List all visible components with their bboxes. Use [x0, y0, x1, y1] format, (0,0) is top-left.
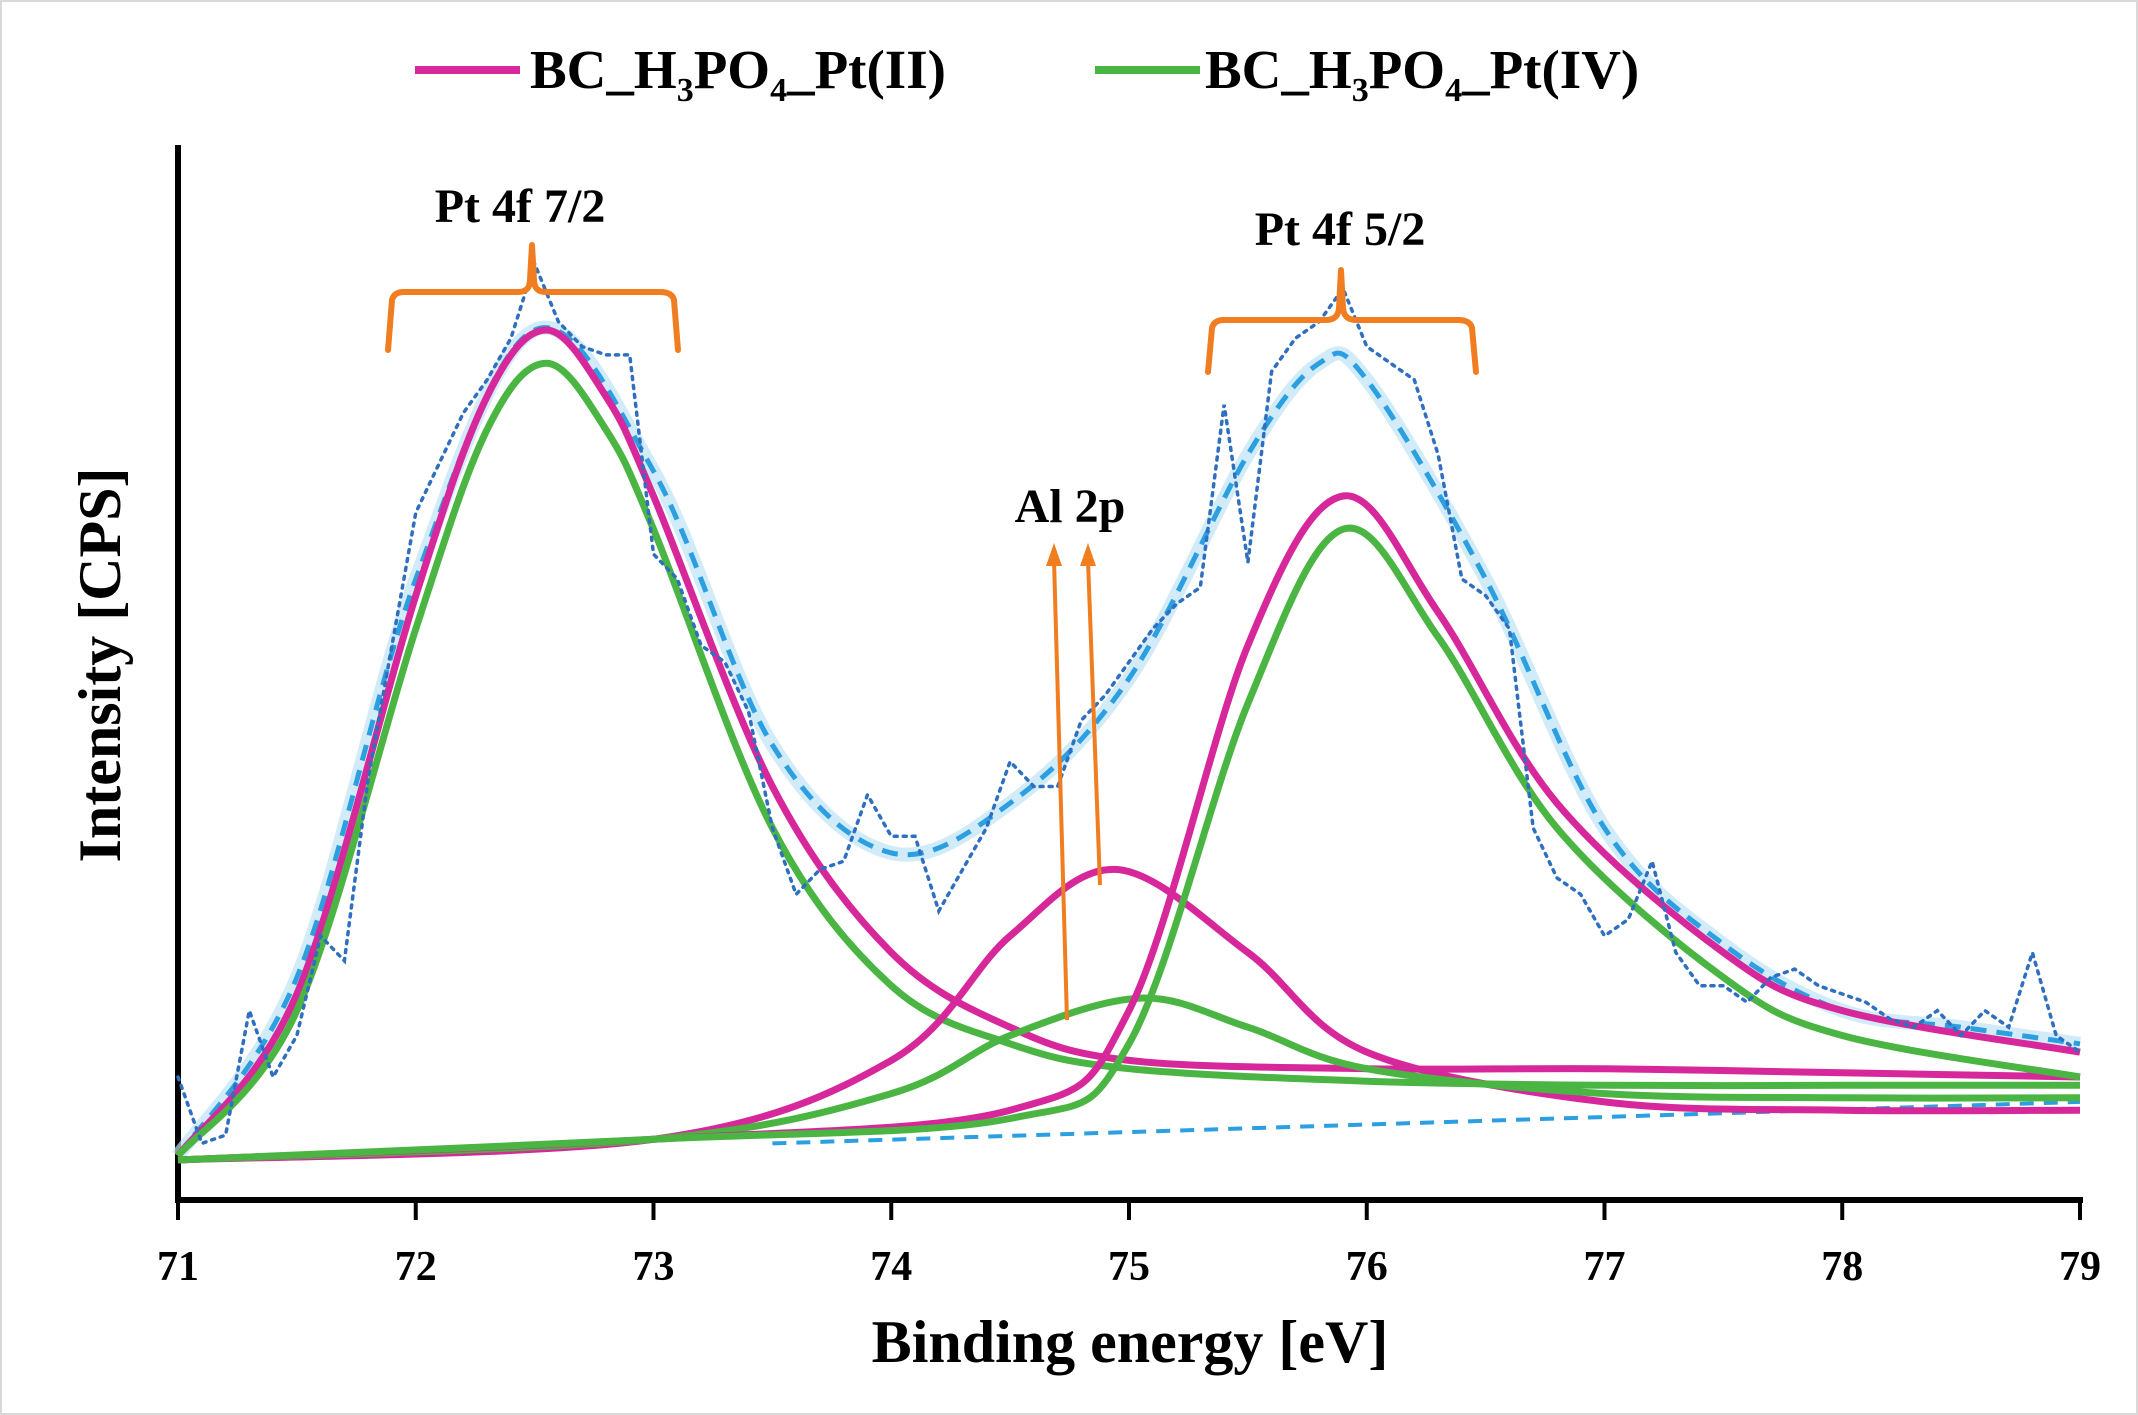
x-tick-label: 77	[1584, 1244, 1626, 1290]
legend-label-pt-ii: BC_H3PO4_Pt(II)	[530, 39, 946, 109]
x-axis-ticks: 71 72 73 74 75 76 77 78 79	[157, 1200, 2101, 1290]
x-tick-label: 72	[395, 1244, 437, 1290]
fit-series-1	[175, 359, 2080, 1159]
y-axis-label: Intensity [CPS]	[67, 467, 133, 862]
label-pt-4f-7-2: Pt 4f 7/2	[435, 180, 606, 233]
al-2p-arrow-right	[1086, 559, 1102, 886]
legend: BC_H3PO4_Pt(II) BC_H3PO4_Pt(IV)	[415, 39, 1639, 109]
al-2p-arrowhead-right	[1080, 543, 1096, 566]
bracket-pt-4f-7-2	[385, 242, 681, 353]
x-tick-label: 75	[1108, 1244, 1150, 1290]
al-2p-arrows	[1046, 543, 1102, 1021]
x-tick-label: 71	[157, 1244, 199, 1290]
x-axis-label: Binding energy [eV]	[872, 1309, 1389, 1375]
label-al-2p: Al 2p	[1015, 480, 1126, 533]
x-tick-label: 79	[2059, 1244, 2101, 1290]
bracket-pt-4f-5-2	[1205, 267, 1479, 375]
label-pt-4f-5-2: Pt 4f 5/2	[1255, 203, 1426, 256]
annotations: Pt 4f 7/2 Pt 4f 5/2 Al 2p	[385, 180, 1479, 1021]
fit-series-0	[175, 326, 2081, 1158]
legend-label-pt-iv: BC_H3PO4_Pt(IV)	[1205, 39, 1639, 109]
x-tick-label: 78	[1821, 1244, 1863, 1290]
x-tick-label: 73	[633, 1244, 675, 1290]
raw-data-series	[176, 258, 2082, 1146]
x-tick-label: 76	[1346, 1244, 1388, 1290]
fit-series-5	[177, 524, 2081, 1164]
al-2p-arrowhead-left	[1046, 543, 1062, 566]
al-2p-arrow-left	[1052, 559, 1069, 1021]
x-tick-label: 74	[870, 1244, 912, 1290]
series-layer	[172, 258, 2082, 1164]
